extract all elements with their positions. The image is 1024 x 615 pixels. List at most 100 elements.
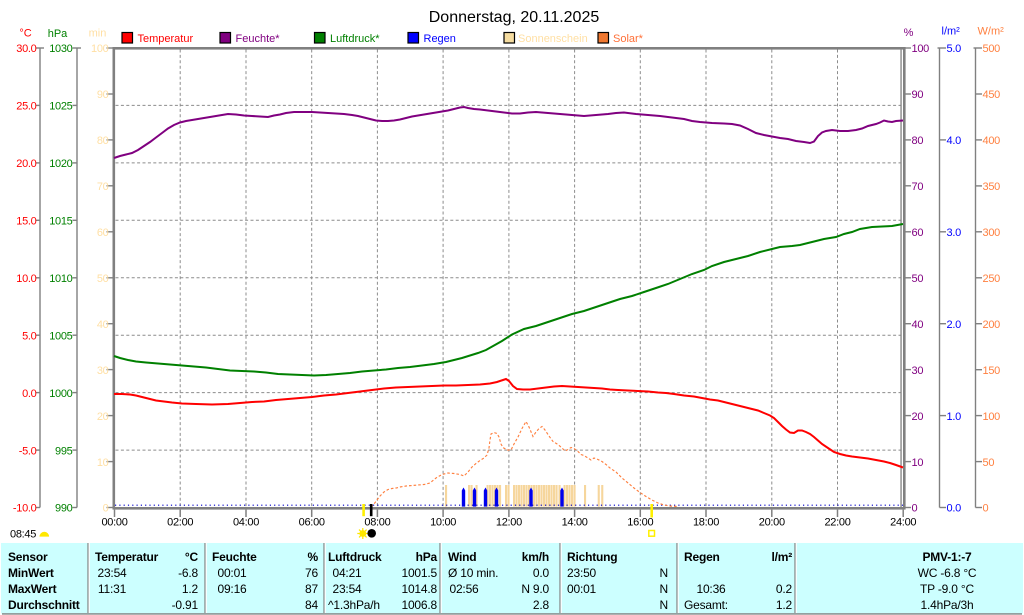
svg-text:-6.8: -6.8 xyxy=(178,566,198,580)
svg-text:1020: 1020 xyxy=(49,158,72,170)
svg-text:76: 76 xyxy=(305,566,318,580)
svg-text:4.0: 4.0 xyxy=(947,135,962,147)
svg-text:Ø 10 min.: Ø 10 min. xyxy=(448,566,498,580)
svg-text:Luftdruck: Luftdruck xyxy=(328,550,382,564)
svg-text:100: 100 xyxy=(91,43,109,55)
svg-text:1.0: 1.0 xyxy=(947,411,962,423)
svg-text:10.0: 10.0 xyxy=(16,273,36,285)
svg-text:0.0: 0.0 xyxy=(533,566,550,580)
svg-text:10:36: 10:36 xyxy=(696,582,726,596)
svg-text:1015: 1015 xyxy=(49,216,72,228)
svg-text:10: 10 xyxy=(912,457,924,469)
svg-text:hPa: hPa xyxy=(416,550,438,564)
svg-text:0: 0 xyxy=(983,503,989,515)
svg-text:87: 87 xyxy=(305,582,318,596)
svg-text:30: 30 xyxy=(912,365,924,377)
svg-text:09:16: 09:16 xyxy=(217,582,247,596)
svg-text:Sonnenschein: Sonnenschein xyxy=(518,33,588,45)
svg-text:Richtung: Richtung xyxy=(567,550,617,564)
svg-text:90: 90 xyxy=(912,89,924,101)
svg-text:W/m²: W/m² xyxy=(978,26,1005,38)
svg-text:04:21: 04:21 xyxy=(332,566,362,580)
svg-text:1025: 1025 xyxy=(49,101,72,113)
svg-text:1030: 1030 xyxy=(49,43,72,55)
svg-text:250: 250 xyxy=(983,273,1001,285)
svg-text:60: 60 xyxy=(912,227,924,239)
svg-text:25.0: 25.0 xyxy=(16,101,36,113)
svg-text:min: min xyxy=(89,28,107,40)
svg-text:1005: 1005 xyxy=(49,330,72,342)
svg-text:23:50: 23:50 xyxy=(567,566,597,580)
svg-text:990: 990 xyxy=(55,503,73,515)
svg-text:60: 60 xyxy=(97,227,109,239)
svg-text:1.2: 1.2 xyxy=(776,598,793,612)
svg-text:80: 80 xyxy=(912,135,924,147)
svg-text:80: 80 xyxy=(97,135,109,147)
svg-text:23:54: 23:54 xyxy=(332,582,362,596)
svg-text:Regen: Regen xyxy=(684,550,720,564)
svg-text:06:00: 06:00 xyxy=(299,517,325,529)
svg-text:Gesamt:: Gesamt: xyxy=(684,598,728,612)
svg-text:2.8: 2.8 xyxy=(533,598,550,612)
svg-text:Donnerstag, 20.11.2025: Donnerstag, 20.11.2025 xyxy=(429,9,600,26)
svg-text:11:31: 11:31 xyxy=(98,582,127,596)
svg-text:1006.8: 1006.8 xyxy=(401,598,437,612)
svg-text:90: 90 xyxy=(97,89,109,101)
svg-text:TP -9.0 °C: TP -9.0 °C xyxy=(920,582,974,596)
svg-text:-0.91: -0.91 xyxy=(172,598,199,612)
svg-text:5.0: 5.0 xyxy=(947,43,962,55)
svg-text:%: % xyxy=(308,550,319,564)
svg-text:50: 50 xyxy=(912,273,924,285)
svg-text:00:01: 00:01 xyxy=(217,566,247,580)
svg-text:04:00: 04:00 xyxy=(233,517,259,529)
svg-text:Wind: Wind xyxy=(448,550,476,564)
svg-text:3.0: 3.0 xyxy=(947,227,962,239)
svg-text:0: 0 xyxy=(912,503,918,515)
svg-text:18:00: 18:00 xyxy=(693,517,719,529)
svg-text:995: 995 xyxy=(55,445,73,457)
svg-text:0.2: 0.2 xyxy=(776,582,793,596)
svg-text:°C: °C xyxy=(19,28,31,40)
svg-text:50: 50 xyxy=(983,457,995,469)
svg-text:20: 20 xyxy=(97,411,109,423)
svg-text:23:54: 23:54 xyxy=(97,566,127,580)
svg-text:22:00: 22:00 xyxy=(824,517,850,529)
svg-text:16:00: 16:00 xyxy=(627,517,653,529)
svg-text:Temperatur: Temperatur xyxy=(138,33,194,45)
svg-text:°C: °C xyxy=(185,550,199,564)
svg-text:08:00: 08:00 xyxy=(364,517,390,529)
svg-text:Feuchte*: Feuchte* xyxy=(236,33,281,45)
svg-text:200: 200 xyxy=(983,319,1001,331)
svg-text:N: N xyxy=(660,582,668,596)
svg-text:10: 10 xyxy=(97,457,109,469)
svg-text:Durchschnitt: Durchschnitt xyxy=(8,598,80,612)
svg-text:WC -6.8 °C: WC -6.8 °C xyxy=(918,566,977,580)
svg-text:500: 500 xyxy=(983,43,1001,55)
svg-text:30.0: 30.0 xyxy=(16,43,36,55)
svg-text:l/m²: l/m² xyxy=(942,26,961,38)
svg-text:40: 40 xyxy=(97,319,109,331)
svg-text:350: 350 xyxy=(983,181,1001,193)
svg-text:1.2: 1.2 xyxy=(182,582,199,596)
svg-text:N: N xyxy=(660,566,668,580)
svg-text:-5.0: -5.0 xyxy=(19,445,37,457)
svg-text:l/m²: l/m² xyxy=(771,550,792,564)
svg-text:%: % xyxy=(904,27,914,39)
svg-text:Feuchte: Feuchte xyxy=(212,550,257,564)
svg-text:400: 400 xyxy=(983,135,1001,147)
svg-text:0: 0 xyxy=(103,503,109,515)
svg-text:Sensor: Sensor xyxy=(8,550,48,564)
svg-text:PMV-1:-7: PMV-1:-7 xyxy=(922,550,972,564)
svg-text:1001.5: 1001.5 xyxy=(401,566,437,580)
svg-text:00:00: 00:00 xyxy=(101,517,127,529)
svg-text:300: 300 xyxy=(983,227,1001,239)
svg-text:Luftdruck*: Luftdruck* xyxy=(330,33,380,45)
svg-text:km/h: km/h xyxy=(522,550,549,564)
svg-text:1000: 1000 xyxy=(49,388,72,400)
svg-text:5.0: 5.0 xyxy=(22,330,37,342)
svg-text:08:45: 08:45 xyxy=(10,529,36,541)
svg-text:84: 84 xyxy=(305,598,318,612)
svg-text:1010: 1010 xyxy=(49,273,72,285)
svg-text:^1.3hPa/h: ^1.3hPa/h xyxy=(328,598,380,612)
svg-text:MaxWert: MaxWert xyxy=(8,582,57,596)
